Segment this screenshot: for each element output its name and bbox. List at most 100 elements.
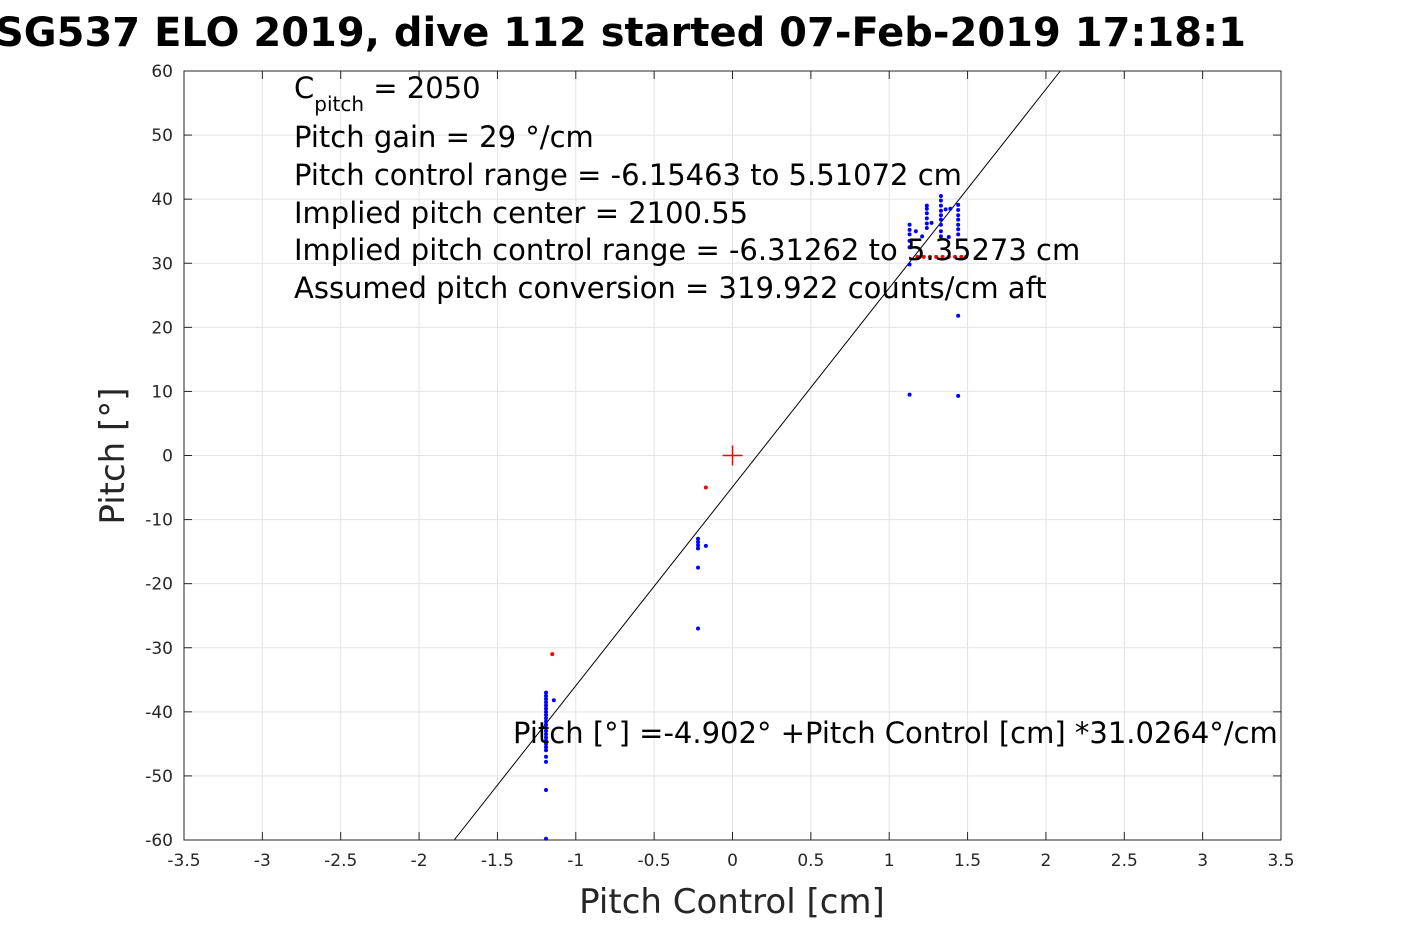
blue-data-point — [544, 722, 549, 727]
blue-data-point — [544, 719, 549, 724]
blue-data-point — [946, 234, 951, 239]
x-tick-label: -1 — [567, 851, 584, 871]
blue-data-point — [924, 216, 929, 221]
blue-data-point — [696, 565, 701, 570]
red-data-point — [927, 254, 932, 259]
blue-data-point — [943, 207, 948, 212]
blue-data-point — [956, 393, 961, 398]
chart-title: SG537 ELO 2019, dive 112 started 07-Feb-… — [0, 10, 1246, 56]
c-pitch-annotation: Cpitch = 2050 — [294, 71, 481, 116]
pitch-control-range-annotation: Pitch control range = -6.15463 to 5.5107… — [294, 158, 962, 192]
x-tick-label: -0.5 — [638, 851, 671, 871]
x-tick-label: 0 — [727, 851, 738, 871]
blue-data-point — [551, 698, 556, 703]
y-tick-label: 10 — [151, 382, 173, 402]
pitch-gain-annotation: Pitch gain = 29 °/cm — [294, 120, 594, 154]
y-tick-label: 0 — [162, 447, 173, 467]
blue-data-point — [924, 203, 929, 208]
red-data-point — [940, 254, 945, 259]
x-tick-label: 1 — [884, 851, 895, 871]
red-data-point — [550, 652, 555, 657]
blue-data-point — [938, 222, 943, 227]
x-tick-label: -1.5 — [481, 851, 514, 871]
blue-data-point — [913, 229, 918, 234]
fit-line-layer — [453, 70, 1061, 841]
blue-data-point — [924, 221, 929, 226]
c-pitch-subscript: pitch — [314, 92, 364, 116]
blue-data-point — [938, 198, 943, 203]
blue-data-point — [920, 234, 925, 239]
blue-data-point — [924, 206, 929, 211]
blue-data-point — [938, 234, 943, 239]
red-data-point — [915, 254, 920, 259]
fit-equation-annotation: Pitch [°] =-4.902° +Pitch Control [cm] *… — [513, 716, 1278, 750]
y-tick-label: -50 — [145, 767, 173, 787]
blue-data-point — [924, 226, 929, 231]
c-pitch-main: C — [294, 71, 314, 105]
blue-data-point — [956, 222, 961, 227]
x-axis-ticks: -3.5 -3 -2.5 -2 -1.5 -1 -0.5 0 0.5 1 1.5 2 2.5 3 3.5 — [167, 71, 1295, 871]
blue-data-point — [544, 700, 549, 705]
blue-data-point — [544, 697, 549, 702]
blue-data-point — [938, 203, 943, 208]
red-data-point — [703, 485, 708, 490]
blue-data-point — [544, 754, 549, 759]
fit-line — [453, 70, 1061, 841]
blue-data-point — [544, 725, 549, 730]
blue-data-point — [544, 735, 549, 740]
blue-data-point — [544, 748, 549, 753]
blue-data-point — [696, 546, 701, 551]
y-axis-ticks: -60 -50 -40 -30 -20 -10 0 10 20 30 40 50 60 — [145, 62, 1281, 851]
y-tick-label: 30 — [151, 254, 173, 274]
blue-data-point — [544, 738, 549, 743]
x-tick-label: 1.5 — [954, 851, 981, 871]
x-tick-label: -3.5 — [167, 851, 200, 871]
blue-data-point — [956, 202, 961, 207]
blue-data-point — [938, 193, 943, 198]
red-data-point — [921, 254, 926, 259]
blue-data-point — [938, 213, 943, 218]
blue-data-point — [544, 759, 549, 764]
y-tick-label: 40 — [151, 190, 173, 210]
y-tick-label: 50 — [151, 126, 173, 146]
origin-marker-layer — [722, 445, 743, 466]
annotation-block: Cpitch = 2050 Pitch gain = 29 °/cm Pitch… — [294, 71, 1080, 305]
grid-lines — [183, 70, 1282, 841]
x-tick-label: -2 — [411, 851, 428, 871]
x-tick-label: 0.5 — [797, 851, 824, 871]
blue-data-point — [703, 543, 708, 548]
blue-data-point — [544, 716, 549, 721]
red-data-point — [953, 254, 958, 259]
y-tick-label: -10 — [145, 511, 173, 531]
blue-data-point — [544, 693, 549, 698]
x-tick-label: 2.5 — [1111, 851, 1138, 871]
blue-data-point — [544, 690, 549, 695]
blue-data-point — [544, 732, 549, 737]
implied-pitch-control-range-annotation: Implied pitch control range = -6.31262 t… — [294, 233, 1080, 267]
x-tick-label: 3 — [1197, 851, 1208, 871]
blue-data-point — [938, 217, 943, 222]
blue-data-point — [544, 713, 549, 718]
blue-data-point — [956, 217, 961, 222]
x-tick-label: -3 — [254, 851, 271, 871]
blue-data-point — [924, 211, 929, 216]
c-pitch-value: = 2050 — [364, 71, 481, 105]
blue-data-point — [907, 392, 912, 397]
blue-data-point — [956, 213, 961, 218]
x-tick-label: -2.5 — [324, 851, 357, 871]
blue-data-point — [544, 706, 549, 711]
blue-data-point — [929, 220, 934, 225]
blue-data-point — [907, 232, 912, 237]
blue-data-point — [938, 229, 943, 234]
blue-data-point — [956, 232, 961, 237]
blue-data-point — [544, 745, 549, 750]
blue-data-point — [907, 245, 912, 250]
blue-data-point — [948, 206, 953, 211]
blue-data-point — [907, 222, 912, 227]
blue-data-point — [907, 227, 912, 232]
red-data-point — [946, 254, 951, 259]
blue-data-point — [956, 227, 961, 232]
y-tick-label: -20 — [145, 575, 173, 595]
blue-data-point — [544, 709, 549, 714]
